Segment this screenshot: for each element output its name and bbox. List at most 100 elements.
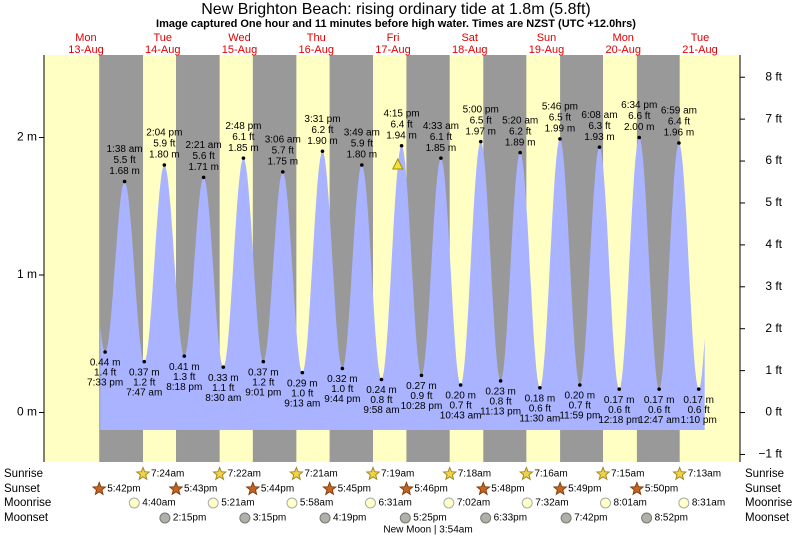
tide-label: 4:33 am <box>423 121 459 132</box>
tide-point <box>360 163 364 167</box>
row-time: 5:21am <box>221 498 254 509</box>
sunset-icon <box>398 481 414 496</box>
row-time: 6:33pm <box>494 513 527 524</box>
tide-label: 6.5 ft <box>470 115 492 126</box>
tide-point <box>637 135 642 140</box>
y2-tick-label: 6 ft <box>765 153 782 167</box>
tide-label: 0.41 m <box>169 362 200 373</box>
row-label-right: Moonrise <box>745 497 792 509</box>
y2-tick-label: 5 ft <box>765 195 782 209</box>
tide-label: 6.4 ft <box>390 119 412 130</box>
tide-label: 0.20 m <box>445 391 476 402</box>
day-date: 16-Aug <box>298 44 333 56</box>
row-time: 7:16am <box>534 469 567 480</box>
row-time: 7:24am <box>151 469 184 480</box>
moonset-icon <box>239 512 251 524</box>
tide-label: 1:38 am <box>107 144 143 155</box>
row-label-right: Sunrise <box>745 468 784 480</box>
row-label: Moonrise <box>4 497 51 509</box>
sunset-icon <box>322 481 338 496</box>
tide-label: 2:48 pm <box>225 121 261 132</box>
y2-tick-label: 3 ft <box>765 279 782 293</box>
y-tick-label: 2 m <box>17 130 37 144</box>
tide-label: 1.0 ft <box>331 384 353 395</box>
tide-point <box>696 387 701 391</box>
tide-label: 11:13 pm <box>480 407 521 418</box>
moonset-icon <box>159 512 171 524</box>
day-name: Mon <box>613 32 634 44</box>
tide-point <box>261 359 266 364</box>
tide-point <box>439 156 443 160</box>
tide-label: 5:20 am <box>502 115 538 126</box>
tide-label: 1.99 m <box>545 124 576 135</box>
tide-label: 5:46 pm <box>542 102 578 113</box>
tide-label: 1.1 ft <box>212 383 234 394</box>
row-label-right: Sunset <box>745 483 782 495</box>
tide-label: 1.97 m <box>465 126 496 137</box>
y2-tick-label: 7 ft <box>765 111 782 125</box>
tide-label: 9:44 pm <box>324 394 360 405</box>
row-time: 7:19am <box>381 469 414 480</box>
tide-label: 2:04 pm <box>146 128 182 139</box>
tide-label: 3:31 pm <box>304 114 340 125</box>
moon-phase: New Moon | 3:54am <box>383 525 472 536</box>
day-date: 13-Aug <box>68 44 103 56</box>
tide-label: 1.71 m <box>188 162 219 173</box>
tide-label: 12:47 am <box>638 415 680 426</box>
row-time: 4:40am <box>142 498 175 509</box>
tide-label: 0.17 m <box>604 395 635 406</box>
tide-point <box>379 377 384 382</box>
moonrise-icon <box>207 497 219 509</box>
row-time: 5:25pm <box>413 513 446 524</box>
row-time: 7:21am <box>304 469 337 480</box>
row-time: 8:52pm <box>655 513 688 524</box>
tide-point <box>340 366 345 371</box>
tide-label: 0.6 ft <box>688 405 710 416</box>
tide-label: 0.7 ft <box>450 401 472 412</box>
day-name: Sat <box>461 32 478 44</box>
tide-label: 3:49 am <box>344 128 380 139</box>
tide-label: 6.1 ft <box>232 132 254 143</box>
tide-label: 1.75 m <box>267 157 298 168</box>
tide-label: 5.5 ft <box>113 155 135 166</box>
tide-label: 11:30 am <box>519 413 560 424</box>
row-time: 7:22am <box>228 469 261 480</box>
tide-point <box>300 370 305 375</box>
moonrise-icon <box>521 497 533 509</box>
tide-label: 10:43 am <box>440 411 482 422</box>
tide-label: 4:15 pm <box>384 108 420 119</box>
tide-label: 1.93 m <box>584 132 615 143</box>
moonrise-icon <box>286 497 298 509</box>
tide-label: 1.68 m <box>109 166 140 177</box>
tide-point <box>498 379 503 383</box>
tide-label: 11:59 pm <box>559 411 600 422</box>
tide-area <box>100 137 705 430</box>
day-name: Thu <box>307 32 326 44</box>
tide-label: 7:33 pm <box>87 378 123 389</box>
tide-label: 1.2 ft <box>252 377 274 388</box>
row-time: 7:15am <box>611 469 644 480</box>
tide-point <box>518 150 522 155</box>
tide-label: 6.3 ft <box>588 121 610 132</box>
tide-label: 1.80 m <box>149 150 180 161</box>
tide-point <box>419 373 424 378</box>
tide-label: 0.6 ft <box>529 403 551 414</box>
tide-point <box>280 170 285 174</box>
moonset-icon <box>319 512 331 524</box>
tide-label: 1.80 m <box>347 150 378 161</box>
tide-label: 1.89 m <box>505 137 536 148</box>
tide-point <box>201 175 206 180</box>
tide-point <box>458 383 463 387</box>
current-tide-marker <box>391 157 404 170</box>
day-date: 20-Aug <box>605 44 640 56</box>
moonset-icon <box>641 512 653 524</box>
sunrise-icon <box>518 466 534 481</box>
day-name: Tue <box>153 32 172 44</box>
tide-label: 6.5 ft <box>549 113 571 124</box>
y2-tick-label: 4 ft <box>765 237 782 251</box>
tide-point <box>578 383 582 387</box>
tide-point <box>320 149 325 154</box>
tide-label: 0.29 m <box>287 378 318 389</box>
sunrise-icon <box>365 466 381 481</box>
tide-label: 6:59 am <box>661 106 697 117</box>
